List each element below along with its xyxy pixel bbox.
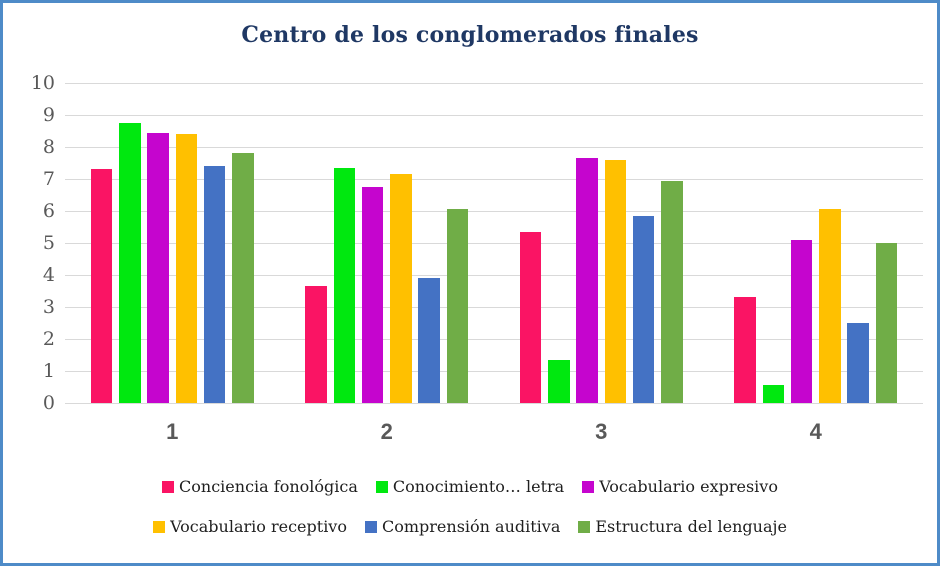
y-axis-tick-label: 0 (42, 392, 55, 414)
bar-2-cat-1 (119, 123, 141, 403)
gridline (65, 242, 923, 244)
legend-label: Conocimiento… letra (392, 477, 565, 496)
legend-color-swatch (162, 480, 175, 493)
legend-color-swatch (153, 520, 166, 533)
bar-4-cat-1 (175, 134, 198, 403)
bar-6-cat-1 (232, 153, 254, 403)
y-axis-tick-label: 10 (30, 72, 55, 94)
legend-item: Vocabulario expresivo (582, 477, 778, 496)
bar-1-cat-1 (90, 169, 113, 403)
x-axis-category-label: 2 (380, 419, 393, 444)
bar-2-cat-2 (333, 167, 356, 403)
y-axis-tick-label: 4 (42, 264, 55, 286)
legend-item: Comprensión auditiva (364, 517, 561, 536)
y-axis-tick-label: 6 (42, 200, 55, 222)
legend-label: Vocabulario receptivo (170, 517, 347, 536)
legend-label: Estructura del lenguaje (595, 517, 787, 536)
plot-area: 0 1 2 3 4 5 6 7 8 9 10 1 2 3 4 (31, 72, 923, 444)
bar-3-cat-4 (790, 239, 813, 403)
bar-5-cat-1 (203, 166, 226, 403)
legend-label: Vocabulario expresivo (599, 477, 778, 496)
legend-label: Comprensión auditiva (381, 517, 561, 536)
chart-title: Centro de los conglomerados finales (241, 22, 699, 48)
legend-color-swatch (364, 520, 377, 533)
gridline (65, 210, 923, 212)
bar-4-cat-2 (390, 174, 412, 403)
bar-5-cat-4 (847, 323, 869, 403)
gridline (65, 338, 923, 340)
gridline (65, 274, 923, 276)
y-axis-tick-label: 5 (42, 232, 55, 254)
x-axis-category-label: 1 (166, 419, 179, 444)
bar-3-cat-1 (147, 132, 169, 403)
bar-6-cat-4 (875, 243, 898, 403)
gridline (65, 306, 923, 308)
legend-item: Estructura del lenguaje (578, 517, 787, 536)
bar-6-cat-2 (446, 209, 469, 403)
bar-5-cat-2 (418, 278, 440, 403)
bar-2-cat-4 (762, 385, 785, 403)
x-axis-category-label: 4 (809, 419, 822, 444)
bar-1-cat-4 (734, 297, 756, 403)
bar-2-cat-3 (548, 359, 570, 403)
bar-4-cat-4 (819, 209, 841, 403)
gridline (65, 82, 923, 84)
bar-4-cat-3 (604, 159, 627, 403)
gridline (65, 402, 923, 404)
gridline (65, 178, 923, 180)
gridline (65, 370, 923, 372)
legend-item: Conocimiento… letra (375, 477, 565, 496)
legend-color-swatch (582, 480, 595, 493)
y-axis-tick-label: 7 (42, 168, 55, 190)
gridline (65, 146, 923, 148)
y-axis-tick-label: 8 (42, 136, 55, 158)
y-axis-tick-label: 1 (42, 360, 55, 382)
legend-color-swatch (375, 480, 388, 493)
gridline (65, 114, 923, 116)
legend-color-swatch (578, 520, 591, 533)
legend-item: Conciencia fonológica (162, 477, 358, 496)
legend-item: Vocabulario receptivo (153, 517, 347, 536)
bar-3-cat-3 (576, 158, 598, 403)
x-axis-category-label: 3 (595, 419, 608, 444)
bar-5-cat-3 (632, 215, 655, 403)
y-axis-tick-label: 3 (42, 296, 55, 318)
bar-6-cat-3 (661, 180, 683, 403)
y-axis-tick-label: 2 (42, 328, 55, 350)
bar-3-cat-2 (361, 187, 384, 403)
y-axis-tick-label: 9 (42, 104, 55, 126)
legend-label: Conciencia fonológica (179, 477, 358, 496)
legend-row-2: Vocabulario receptivo Comprensión auditiv… (3, 517, 937, 536)
bar-1-cat-2 (305, 286, 327, 403)
bar-1-cat-3 (519, 231, 542, 403)
legend-row-1: Conciencia fonológica Conocimiento… letra… (3, 477, 937, 496)
